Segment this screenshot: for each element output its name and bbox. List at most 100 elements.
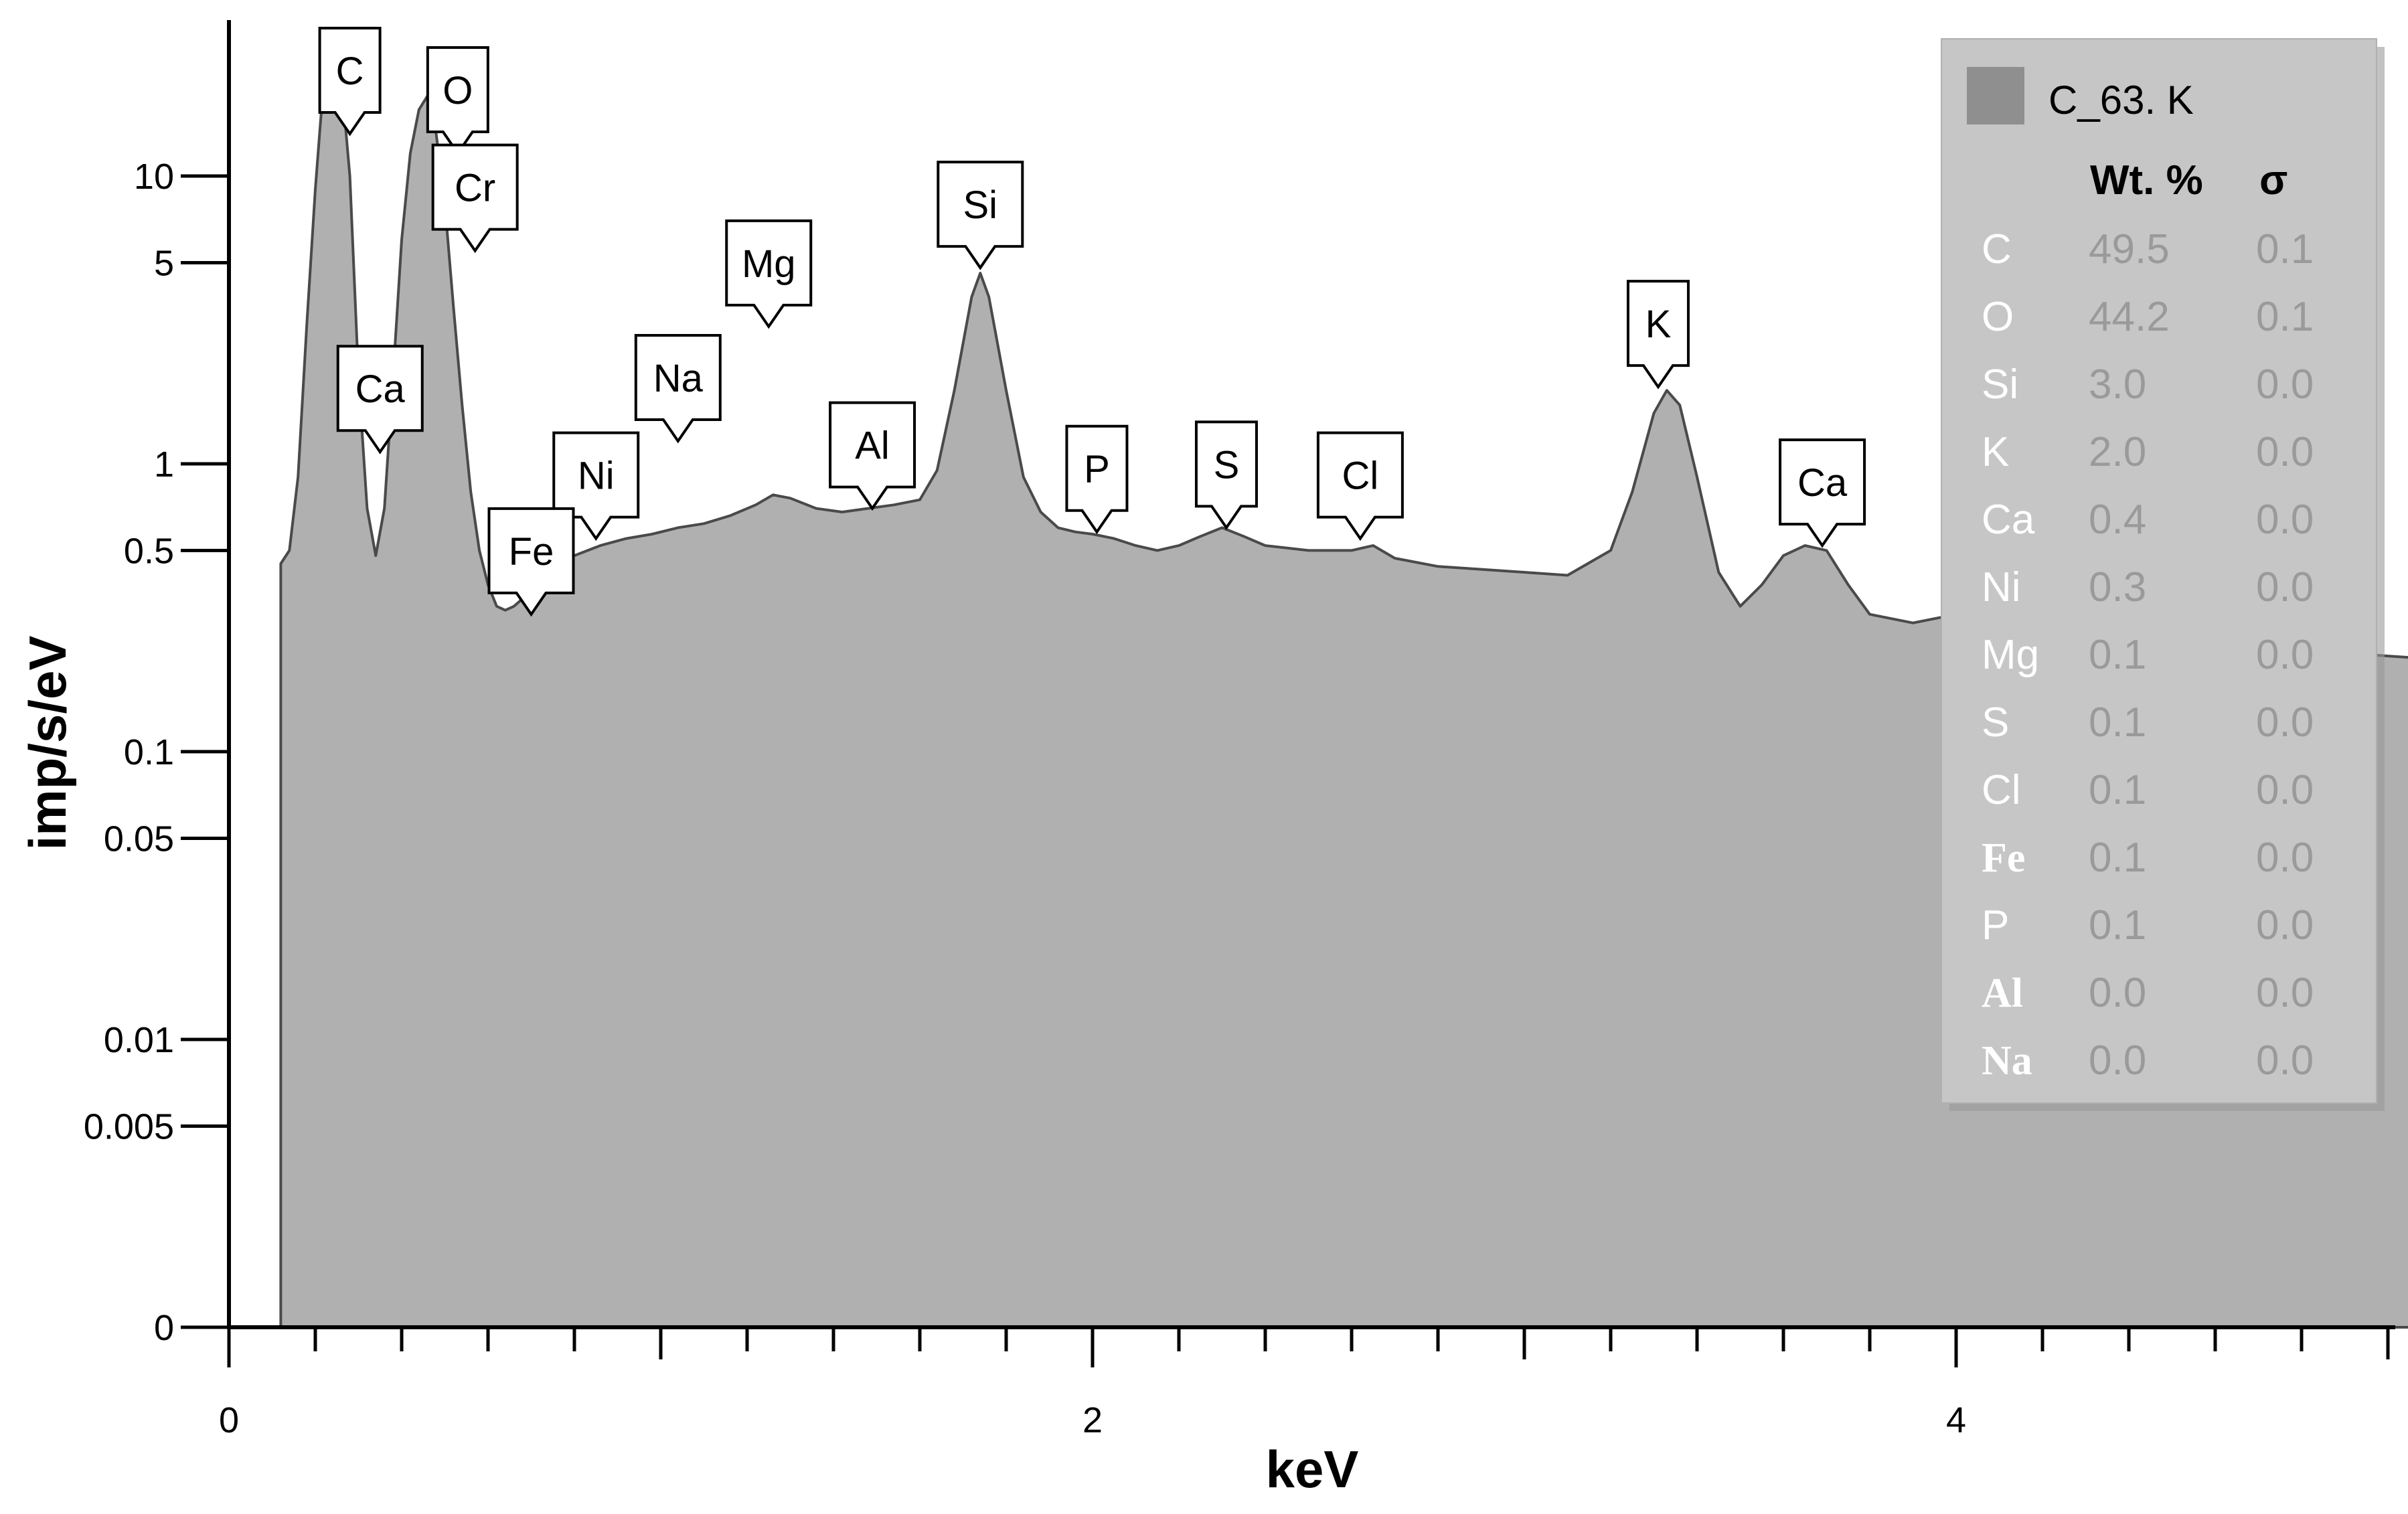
peak-label-text: K xyxy=(1646,303,1672,346)
legend-header-wt: Wt. % xyxy=(2090,157,2203,203)
legend-wt-value: 0.3 xyxy=(2089,564,2146,610)
peak-label-box xyxy=(1626,280,1690,390)
legend-sigma-value: 0.0 xyxy=(2256,902,2314,948)
y-tick-label: 0.01 xyxy=(104,1020,174,1060)
peak-label-text: O xyxy=(443,69,473,112)
peak-label-text: Fe xyxy=(509,530,554,574)
peak-label-text: P xyxy=(1084,448,1110,491)
legend-element: Cl xyxy=(1982,767,2021,813)
legend-row-p: P 0.1 0.0 xyxy=(1982,902,2314,948)
legend-wt-value: 49.5 xyxy=(2089,226,2170,272)
legend-row-ni: Ni 0.3 0.0 xyxy=(1982,564,2314,610)
peak-label-fe: Fe xyxy=(487,507,575,617)
legend-background xyxy=(1941,38,2377,1104)
peak-label-box xyxy=(318,27,382,137)
legend-row-cl: Cl 0.1 0.0 xyxy=(1982,767,2314,813)
y-axis: 10 5 1 0.5 0.1 0.05 0.01 0.005 0 xyxy=(84,20,231,1348)
peak-label-box xyxy=(487,507,575,617)
peak-label-box xyxy=(426,46,489,156)
peak-label-c: C xyxy=(318,27,382,137)
y-tick-label: 10 xyxy=(134,157,174,197)
legend-sigma-value: 0.0 xyxy=(2256,632,2314,678)
peak-label-text: C xyxy=(336,50,364,93)
peak-label-box xyxy=(1065,424,1129,535)
legend-element: Ni xyxy=(1982,564,2021,610)
legend-row-ca: Ca 0.4 0.0 xyxy=(1982,497,2314,543)
peak-label-mg: Mg xyxy=(725,219,813,329)
legend-wt-value: 0.1 xyxy=(2089,699,2146,746)
peak-label-s: S xyxy=(1194,420,1258,530)
x-tick-label: 0 xyxy=(219,1400,239,1440)
legend-element: Si xyxy=(1982,361,2018,408)
legend-row-c: C 49.5 0.1 xyxy=(1982,226,2314,272)
legend-element: P xyxy=(1982,902,2009,948)
legend-sigma-value: 0.0 xyxy=(2256,564,2314,610)
peak-label-na: Na xyxy=(634,333,722,444)
plot-area xyxy=(279,46,2408,1329)
x-tick-label: 2 xyxy=(1082,1400,1103,1440)
y-tick-label: 5 xyxy=(154,243,174,283)
legend-wt-value: 0.0 xyxy=(2089,970,2146,1016)
legend-sigma-value: 0.1 xyxy=(2256,226,2314,272)
peak-label-text: Ca xyxy=(1797,461,1848,505)
legend-element: Ca xyxy=(1982,497,2035,543)
legend-row-k: K 2.0 0.0 xyxy=(1982,429,2314,475)
y-tick-label: 0.5 xyxy=(124,531,174,571)
peak-label-si: Si xyxy=(937,161,1024,270)
peak-label-box xyxy=(725,219,813,329)
peak-label-al: Al xyxy=(829,401,916,511)
peak-label-text: Si xyxy=(963,183,998,227)
y-tick-label: 0.005 xyxy=(84,1106,174,1147)
peak-label-text: Ni xyxy=(578,454,615,498)
peak-label-box xyxy=(1316,431,1404,541)
peak-label-text: S xyxy=(1214,443,1240,487)
peak-label-p: P xyxy=(1065,424,1129,535)
legend-sigma-value: 0.0 xyxy=(2256,361,2314,408)
peak-label-box xyxy=(431,143,519,254)
legend-swatch xyxy=(1967,67,2024,124)
x-axis-title: keV xyxy=(1266,1440,1359,1499)
peak-label-text: Mg xyxy=(742,242,796,286)
legend-element: Mg xyxy=(1982,632,2039,678)
legend-element: Al xyxy=(1982,971,2023,1016)
legend-row-fe: Fe 0.1 0.0 xyxy=(1982,835,2314,881)
legend-element: C xyxy=(1982,226,2012,272)
legend-row-na: Na 0.0 0.0 xyxy=(1982,1037,2314,1084)
x-tick-label: 4 xyxy=(1946,1400,1966,1440)
y-axis-title: imp/s/eV xyxy=(18,636,77,851)
y-tick-label: 0 xyxy=(154,1308,174,1348)
legend-panel: C_63. K Wt. % σ C 49.5 0.1 O 44.2 0.1 Si 3.0 0.0 K 2.… xyxy=(1941,38,2385,1111)
legend-element: O xyxy=(1982,294,2014,340)
legend-sigma-value: 0.0 xyxy=(2256,699,2314,746)
peak-label-box xyxy=(634,333,722,444)
peak-label-box xyxy=(829,401,916,511)
legend-row-al: Al 0.0 0.0 xyxy=(1982,970,2314,1016)
peak-label-ca: Ca xyxy=(1779,438,1866,548)
legend-sigma-value: 0.0 xyxy=(2256,835,2314,881)
peak-label-box xyxy=(1194,420,1258,530)
peak-label-cl: Cl xyxy=(1316,431,1404,541)
peak-label-text: Al xyxy=(855,424,890,468)
legend-wt-value: 0.1 xyxy=(2089,835,2146,881)
legend-row-s: S 0.1 0.0 xyxy=(1982,699,2314,746)
peak-label-text: Cl xyxy=(1342,454,1379,498)
legend-sigma-value: 0.0 xyxy=(2256,767,2314,813)
peak-label-box xyxy=(937,161,1024,270)
y-tick-label: 0.05 xyxy=(104,819,174,859)
peak-label-ca: Ca xyxy=(336,345,424,454)
peak-labels: COCrCaMgNaNiFeAlSiPSClKCaCrCrFeFeNi xyxy=(318,27,1866,617)
legend-series-name: C_63. K xyxy=(2049,78,2194,122)
peak-label-box xyxy=(336,345,424,454)
legend-wt-value: 0.1 xyxy=(2089,902,2146,948)
legend-wt-value: 0.0 xyxy=(2089,1037,2146,1084)
legend-row-o: O 44.2 0.1 xyxy=(1982,294,2314,340)
peak-label-k: K xyxy=(1626,280,1690,390)
peak-label-ni: Ni xyxy=(552,431,640,541)
legend-sigma-value: 0.0 xyxy=(2256,429,2314,475)
peak-label-cr: Cr xyxy=(431,143,519,254)
legend-wt-value: 2.0 xyxy=(2089,429,2146,475)
legend-wt-value: 0.1 xyxy=(2089,767,2146,813)
legend-row-si: Si 3.0 0.0 xyxy=(1982,361,2314,408)
peak-label-o: O xyxy=(426,46,489,156)
